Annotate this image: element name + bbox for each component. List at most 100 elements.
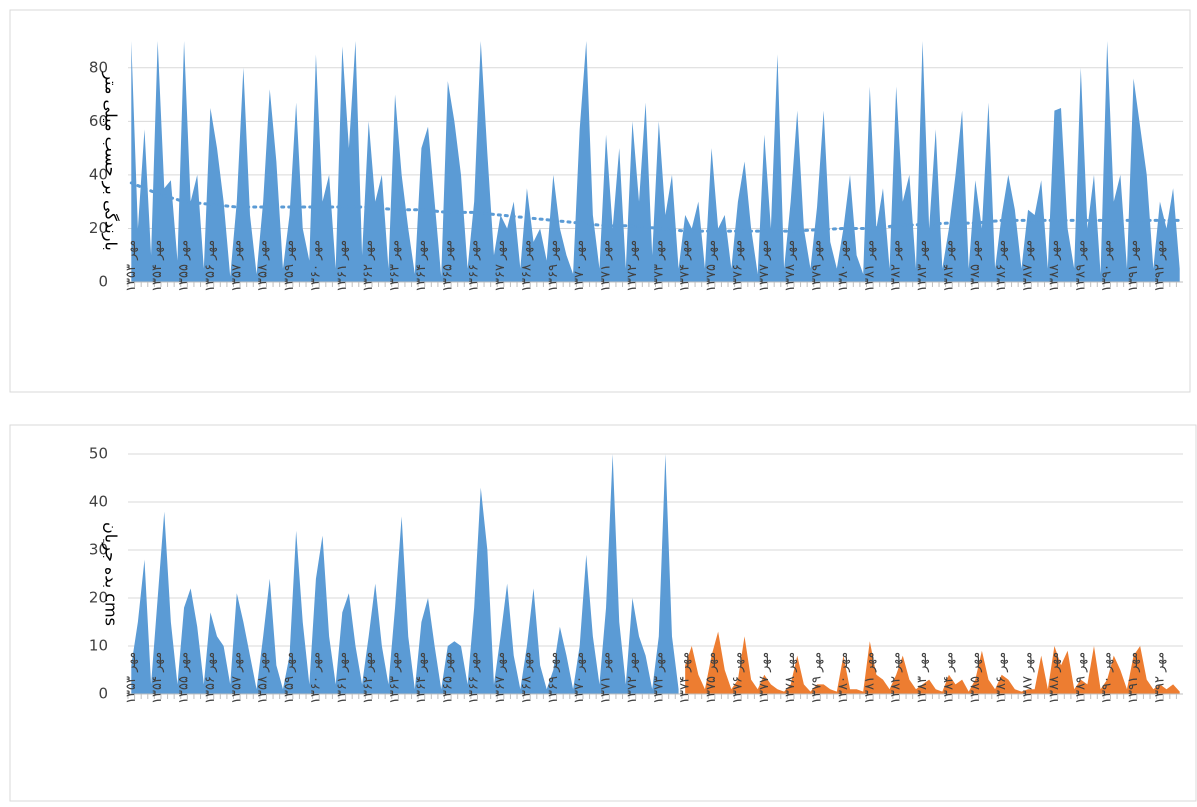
x-tick-label: مهر ۱۳۵۴ [150, 240, 165, 292]
x-tick-label: مهر ۱۳۶۳ [388, 652, 403, 704]
x-tick-label: مهر ۱۳۵۹ [282, 240, 297, 292]
x-tick-label: مهر ۱۳۸۳ [915, 652, 930, 704]
x-tick-label: مهر ۱۳۷۰ [572, 652, 587, 704]
y-tick-label: 40 [89, 165, 108, 183]
y-axis-title: بارندگی بر حسب میلی متر [101, 71, 121, 251]
x-tick-label: مهر ۱۳۷۷ [757, 652, 772, 704]
x-tick-label: مهر ۱۳۸۲ [889, 652, 904, 704]
x-tick-label: مهر ۱۳۸۱ [862, 240, 877, 292]
x-tick-label: مهر ۱۳۸۵ [968, 652, 983, 704]
y-tick-label: 50 [89, 445, 108, 463]
x-tick-label: مهر ۱۳۵۳ [124, 240, 139, 292]
area [685, 631, 1180, 694]
x-tick-label: مهر ۱۳۶۱ [335, 240, 350, 292]
x-tick-label: مهر ۱۳۶۷ [493, 240, 508, 292]
x-tick-label: مهر ۱۳۹۲ [1152, 652, 1167, 704]
chart: 0 10 20 30 40 50 بده جریان cms مهر ۱۳۵۳ مهر ۱۳۵۴… [9, 424, 1197, 802]
x-tick-label: مهر ۱۳۵۸ [256, 240, 271, 292]
x-tick-label: مهر ۱۳۸۰ [836, 240, 851, 292]
x-tick-label: مهر ۱۳۸۷ [1021, 652, 1036, 704]
x-tick-label: مهر ۱۳۶۴ [414, 652, 429, 704]
y-tick-label: 0 [98, 273, 108, 291]
x-tick-label: مهر ۱۳۶۳ [388, 240, 403, 292]
x-tick-label: مهر ۱۳۸۶ [994, 652, 1009, 704]
x-tick-label: مهر ۱۳۵۵ [177, 240, 192, 292]
x-tick-label: مهر ۱۳۷۰ [572, 240, 587, 292]
x-tick-label: مهر ۱۳۸۵ [968, 240, 983, 292]
x-tick-label: مهر ۱۳۸۴ [941, 652, 956, 704]
x-tick-label: مهر ۱۳۷۷ [757, 240, 772, 292]
y-tick-label: 80 [89, 58, 108, 76]
x-tick-label: مهر ۱۳۶۶ [467, 240, 482, 292]
x-tick-label: مهر ۱۳۸۰ [836, 652, 851, 704]
x-tick-label: مهر ۱۳۶۰ [308, 652, 323, 704]
x-tick-label: مهر ۱۳۷۹ [810, 240, 825, 292]
x-tick-label: مهر ۱۳۹۲ [1152, 240, 1167, 292]
x-tick-label: مهر ۱۳۶۲ [361, 240, 376, 292]
x-tick-label: مهر ۱۳۸۸ [1047, 652, 1062, 704]
x-tick-label: مهر ۱۳۹۱ [1126, 652, 1141, 704]
x-tick-label: مهر ۱۳۹۱ [1126, 240, 1141, 292]
x-tick-label: مهر ۱۳۸۹ [1073, 652, 1088, 704]
x-tick-label: مهر ۱۳۸۹ [1073, 240, 1088, 292]
x-tick-label: مهر ۱۳۷۵ [704, 240, 719, 292]
y-tick-label: 0 [98, 685, 108, 703]
x-tick-label: مهر ۱۳۷۲ [625, 240, 640, 292]
x-tick-label: مهر ۱۳۸۸ [1047, 240, 1062, 292]
x-tick-label: مهر ۱۳۷۴ [678, 240, 693, 292]
x-tick-label: مهر ۱۳۸۴ [941, 240, 956, 292]
x-tick-label: مهر ۱۳۵۶ [203, 240, 218, 292]
x-tick-label: مهر ۱۳۸۳ [915, 240, 930, 292]
x-tick-label: مهر ۱۳۵۳ [124, 652, 139, 704]
x-tick-label: مهر ۱۳۷۱ [599, 240, 614, 292]
x-tick-label: مهر ۱۳۷۹ [810, 652, 825, 704]
trend-line [129, 181, 1182, 233]
x-tick-label: مهر ۱۳۵۶ [203, 652, 218, 704]
y-tick-label: 60 [89, 112, 108, 130]
x-tick-label: مهر ۱۳۶۷ [493, 652, 508, 704]
x-tick-label: مهر ۱۳۶۰ [308, 240, 323, 292]
x-tick-label: مهر ۱۳۶۲ [361, 652, 376, 704]
x-tick-label: مهر ۱۳۷۸ [783, 652, 798, 704]
x-tick-label: مهر ۱۳۷۳ [651, 652, 666, 704]
x-tick-label: مهر ۱۳۶۵ [440, 240, 455, 292]
y-axis-title: بده جریان cms [101, 522, 121, 626]
x-tick-label: مهر ۱۳۷۴ [678, 652, 693, 704]
x-tick-label: مهر ۱۳۹۰ [1100, 652, 1115, 704]
x-tick-label: مهر ۱۳۵۷ [229, 652, 244, 704]
x-tick-label: مهر ۱۳۵۸ [256, 652, 271, 704]
y-tick-label: 10 [89, 637, 108, 655]
x-tick-label: مهر ۱۳۶۹ [546, 240, 561, 292]
x-tick-label: مهر ۱۳۷۱ [599, 652, 614, 704]
area [131, 454, 679, 694]
y-tick-label: 30 [89, 541, 108, 559]
x-tick-label: مهر ۱۳۸۱ [862, 652, 877, 704]
x-tick-label: مهر ۱۳۵۴ [150, 652, 165, 704]
x-tick-label: مهر ۱۳۷۳ [651, 240, 666, 292]
y-tick-label: 20 [89, 219, 108, 237]
x-tick-label: مهر ۱۳۵۹ [282, 652, 297, 704]
x-tick-label: مهر ۱۳۵۷ [229, 240, 244, 292]
x-tick-label: مهر ۱۳۶۹ [546, 652, 561, 704]
x-tick-label: مهر ۱۳۷۵ [704, 652, 719, 704]
y-tick-label: 20 [89, 589, 108, 607]
x-tick-label: مهر ۱۳۸۲ [889, 240, 904, 292]
area [131, 41, 1180, 282]
x-tick-label: مهر ۱۳۷۲ [625, 652, 640, 704]
x-tick-label: مهر ۱۳۷۶ [730, 240, 745, 292]
x-tick-label: مهر ۱۳۹۰ [1100, 240, 1115, 292]
x-tick-label: مهر ۱۳۶۸ [519, 652, 534, 704]
x-tick-label: مهر ۱۳۸۶ [994, 240, 1009, 292]
x-tick-label: مهر ۱۳۷۸ [783, 240, 798, 292]
x-tick-label: مهر ۱۳۶۱ [335, 652, 350, 704]
x-tick-label: مهر ۱۳۵۵ [177, 652, 192, 704]
y-tick-label: 40 [89, 493, 108, 511]
x-tick-label: مهر ۱۳۶۴ [414, 240, 429, 292]
x-tick-label: مهر ۱۳۶۵ [440, 652, 455, 704]
x-tick-label: مهر ۱۳۶۸ [519, 240, 534, 292]
x-tick-label: مهر ۱۳۸۷ [1021, 240, 1036, 292]
chart-frame [9, 424, 1197, 802]
x-tick-label: مهر ۱۳۷۶ [730, 652, 745, 704]
